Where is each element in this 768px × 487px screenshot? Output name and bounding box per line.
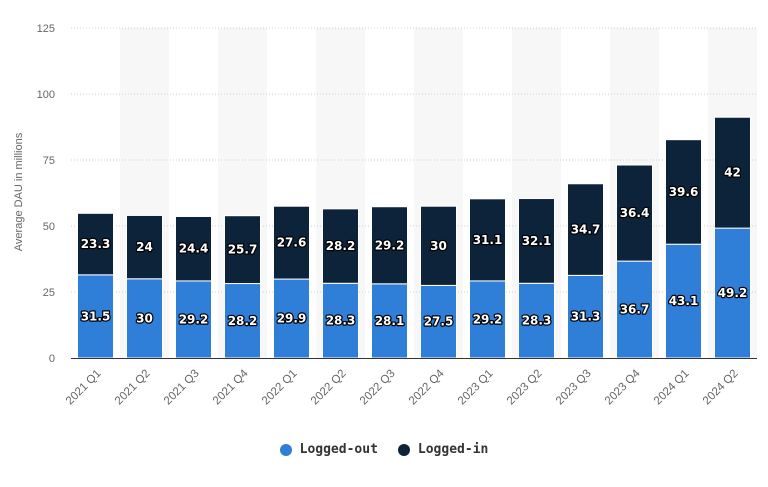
data-label: 49.2 <box>718 286 748 300</box>
bar-logged-in[interactable] <box>224 215 261 285</box>
bar-logged-in[interactable] <box>616 164 653 262</box>
data-label: 29.2 <box>473 312 503 326</box>
bar-logged-in[interactable] <box>126 214 163 280</box>
data-label: 31.3 <box>571 310 601 324</box>
legend: Logged-out Logged-in <box>0 442 768 457</box>
data-label: 29.2 <box>179 312 209 326</box>
x-tick-label: 2021 Q4 <box>211 367 251 407</box>
data-label: 24.4 <box>179 242 209 256</box>
data-label: 31.5 <box>81 309 111 323</box>
x-tick-label: 2023 Q3 <box>554 368 594 408</box>
y-tick-label: 125 <box>37 23 55 35</box>
data-label: 28.2 <box>326 239 356 253</box>
bar-logged-in[interactable] <box>322 208 359 284</box>
legend-label: Logged-out <box>299 442 378 457</box>
y-tick-label: 50 <box>43 221 55 233</box>
bars <box>77 116 751 359</box>
bar-logged-in[interactable] <box>469 198 506 282</box>
bar-logged-in[interactable] <box>567 183 604 276</box>
data-label: 32.1 <box>522 234 552 248</box>
y-tick-label: 75 <box>43 155 55 167</box>
bar-logged-in[interactable] <box>518 198 555 284</box>
x-tick-label: 2021 Q3 <box>162 368 202 408</box>
data-label: 39.6 <box>669 185 699 199</box>
bar-logged-in[interactable] <box>273 205 310 280</box>
x-tick-label: 2024 Q1 <box>652 368 692 408</box>
bar-logged-out[interactable] <box>224 283 261 359</box>
data-label: 36.4 <box>620 206 650 220</box>
bar-logged-out[interactable] <box>371 283 408 359</box>
bar-logged-out[interactable] <box>126 278 163 359</box>
bar-logged-out[interactable] <box>469 280 506 359</box>
data-label: 34.7 <box>571 223 601 237</box>
x-tick-label: 2021 Q1 <box>64 368 104 408</box>
data-label: 23.3 <box>81 237 111 251</box>
legend-swatch-icon <box>279 443 292 456</box>
x-tick-label: 2022 Q3 <box>358 368 398 408</box>
x-tick-label: 2022 Q2 <box>309 368 349 408</box>
x-tick-label: 2022 Q1 <box>260 368 300 408</box>
bar-logged-in[interactable] <box>175 215 212 282</box>
data-label: 43.1 <box>669 294 699 308</box>
x-tick-label: 2021 Q2 <box>113 368 153 408</box>
x-axis: 2021 Q1 2021 Q2 2021 Q3 2021 Q4 2022 Q1 2022 … <box>64 367 741 407</box>
data-label: 25.7 <box>228 243 258 257</box>
x-tick-label: 2023 Q2 <box>505 368 545 408</box>
y-tick-label: 0 <box>49 353 55 365</box>
bar-logged-out[interactable] <box>273 278 310 359</box>
bar-logged-in[interactable] <box>371 206 408 285</box>
bar-logged-in[interactable] <box>714 116 751 229</box>
legend-item-logged-in[interactable]: Logged-in <box>397 442 489 457</box>
data-label: 28.3 <box>522 314 552 328</box>
stacked-bar-chart: 31.5 23.3 30 24 29.2 24.4 28.2 25.7 29.9 27.6 28.3… <box>13 23 757 407</box>
data-label: 29.2 <box>375 238 405 252</box>
data-label: 24 <box>136 240 153 254</box>
bar-logged-out[interactable] <box>77 274 114 359</box>
x-tick-label: 2023 Q4 <box>603 367 643 407</box>
data-labels: 31.5 23.3 30 24 29.2 24.4 28.2 25.7 29.9 27.6 28.3… <box>79 164 748 329</box>
data-label: 28.2 <box>228 314 258 328</box>
data-label: 30 <box>430 239 447 253</box>
data-label: 29.9 <box>277 312 307 326</box>
data-label: 31.1 <box>473 233 503 247</box>
bar-logged-in[interactable] <box>77 212 114 276</box>
legend-swatch-icon <box>397 443 410 456</box>
data-label: 30 <box>136 311 153 325</box>
legend-label: Logged-in <box>417 442 489 457</box>
bar-logged-out[interactable] <box>322 282 359 359</box>
x-tick-label: 2022 Q4 <box>407 367 447 407</box>
data-label: 27.6 <box>277 236 307 250</box>
x-tick-label: 2023 Q1 <box>456 368 496 408</box>
y-tick-label: 100 <box>37 89 55 101</box>
legend-item-logged-out[interactable]: Logged-out <box>279 442 378 457</box>
x-tick-label: 2024 Q2 <box>701 368 741 408</box>
data-label: 28.1 <box>375 314 405 328</box>
data-label: 42 <box>724 166 741 180</box>
bar-logged-in[interactable] <box>665 139 702 245</box>
bar-logged-out[interactable] <box>518 282 555 359</box>
y-tick-label: 25 <box>43 287 55 299</box>
data-label: 36.7 <box>620 303 650 317</box>
bar-logged-in[interactable] <box>420 205 457 286</box>
y-axis-label: Average DAU in millions <box>13 132 25 251</box>
data-label: 28.3 <box>326 314 356 328</box>
data-label: 27.5 <box>424 315 454 329</box>
y-axis: 0 25 50 75 100 125 <box>37 23 757 365</box>
